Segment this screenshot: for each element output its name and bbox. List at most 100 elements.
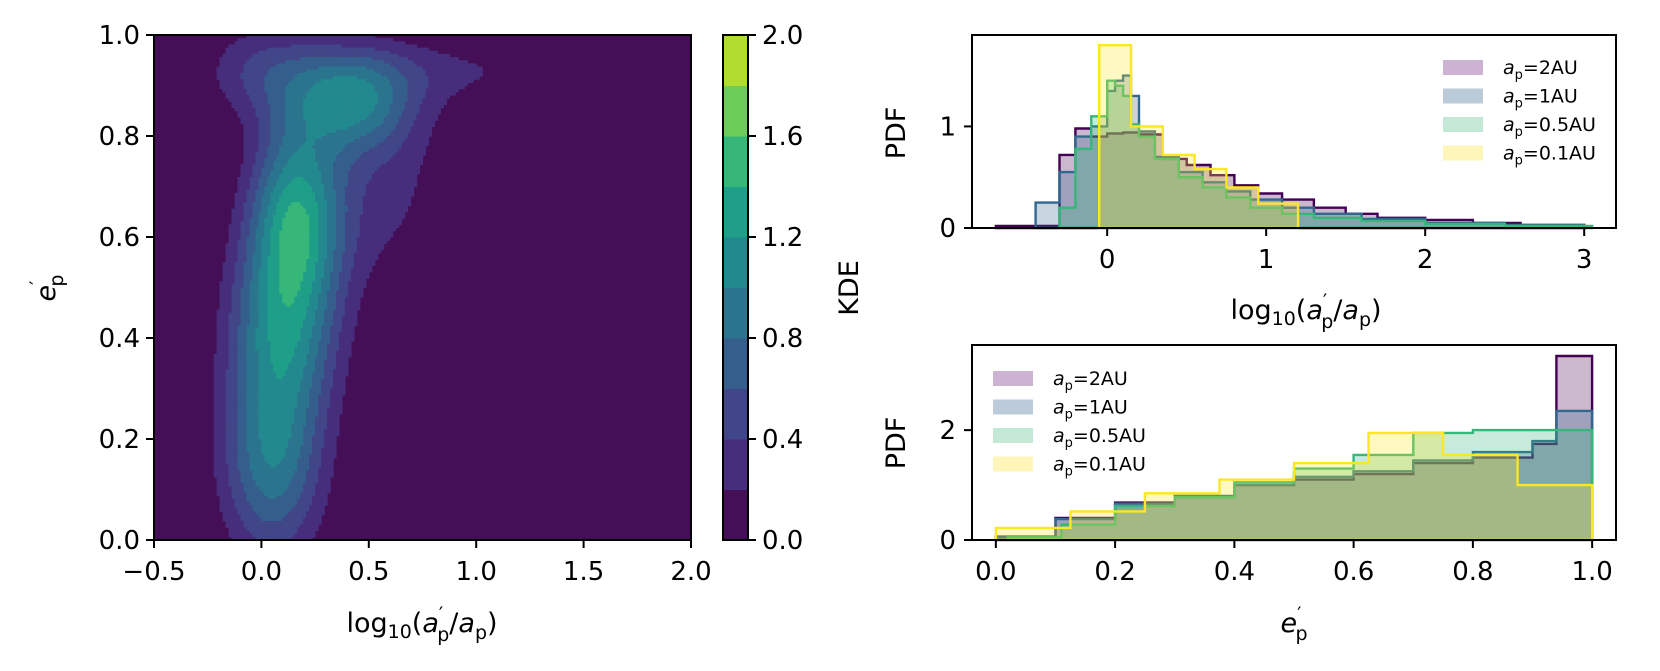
kde-cell — [294, 69, 298, 74]
kde-cell — [306, 202, 310, 207]
kde-cell — [407, 139, 412, 143]
kde-cell — [344, 57, 349, 61]
kde-cell — [335, 107, 340, 112]
kde-cell — [234, 211, 239, 216]
kde-cell — [315, 208, 319, 213]
kde-cell — [303, 221, 307, 225]
kde-cell — [368, 104, 373, 109]
kde-cell — [335, 148, 340, 153]
kde-cell — [285, 129, 289, 134]
kde-cell — [261, 123, 265, 128]
kde-cell — [338, 243, 343, 248]
kde-cell — [341, 265, 346, 270]
kde-cell — [434, 69, 439, 74]
kde-cell — [237, 101, 242, 106]
kde-cell — [237, 189, 242, 194]
kde-cell — [279, 173, 283, 178]
kde-cell — [261, 117, 265, 121]
kde-cell — [347, 218, 352, 222]
kde-cell — [330, 243, 334, 248]
kde-cell — [279, 107, 283, 112]
kde-cell — [249, 41, 254, 46]
kde-cell — [353, 274, 358, 279]
kde-cell — [383, 177, 388, 181]
kde-cell — [377, 233, 382, 238]
kde-cell — [374, 79, 379, 83]
kde-cell — [333, 107, 337, 112]
kde-cell — [416, 129, 421, 134]
kde-cell — [371, 249, 376, 254]
kde-cell — [276, 41, 280, 46]
kde-cell — [297, 66, 301, 71]
kde-cell — [422, 98, 427, 102]
kde-cell — [404, 101, 409, 106]
kde-cell — [327, 208, 331, 213]
kde-cell — [359, 113, 364, 118]
kde-cell — [362, 126, 367, 131]
kde-cell — [261, 63, 265, 68]
kde-cell — [338, 72, 343, 77]
kde-cell — [416, 85, 421, 90]
kde-cell — [464, 79, 468, 83]
kde-cell — [350, 271, 355, 276]
kde-cell — [279, 35, 283, 39]
kde-cell — [267, 202, 271, 207]
kde-cell — [288, 120, 292, 124]
kde-cell — [267, 123, 271, 128]
kde-cell — [318, 170, 322, 175]
kde-cell — [383, 136, 388, 140]
kde-cell — [341, 262, 346, 267]
kde-cell — [264, 161, 268, 166]
kde-cell — [306, 79, 310, 83]
kde-cell — [398, 195, 403, 200]
kde-cell — [392, 161, 397, 166]
kde-cell — [398, 186, 403, 191]
kde-cell — [303, 186, 307, 191]
kde-cell — [428, 79, 433, 83]
kde-cell — [353, 183, 358, 188]
kde-cell — [330, 265, 334, 270]
kde-cell — [249, 161, 254, 166]
kde-cell — [279, 233, 283, 238]
kde-cell — [407, 110, 412, 115]
kde-cell — [404, 85, 409, 90]
kde-cell — [243, 63, 248, 68]
kde-cell — [353, 50, 358, 55]
kde-cell — [321, 110, 325, 115]
kde-cell — [237, 224, 242, 229]
kde-cell — [341, 98, 346, 102]
kde-cell — [324, 227, 328, 232]
kde-cell — [255, 274, 260, 279]
kde-cell — [425, 98, 430, 102]
kde-cell — [318, 224, 322, 229]
kde-cell — [258, 214, 262, 219]
kde-cell — [386, 195, 391, 200]
kde-cell — [321, 218, 325, 222]
kde-cell — [362, 221, 367, 225]
kde-cell — [306, 66, 310, 71]
kde-cell — [279, 281, 283, 285]
kde-cell — [422, 88, 427, 93]
kde-cell — [359, 79, 364, 83]
kde-cell — [291, 63, 295, 68]
kde-cell — [368, 44, 373, 49]
kde-cell — [270, 208, 274, 213]
kde-cell — [377, 50, 382, 55]
kde-cell — [368, 126, 373, 131]
kde-cell — [282, 69, 286, 74]
kde-cell — [279, 202, 283, 207]
kde-cell — [315, 82, 319, 87]
kde-cell — [279, 158, 283, 162]
kde-cell — [294, 120, 298, 124]
kde-cell — [344, 205, 349, 210]
kde-cell — [338, 278, 343, 282]
kde-cell — [330, 255, 334, 260]
kde-cell — [425, 110, 430, 115]
kde-cell — [225, 60, 230, 65]
kde-cell — [344, 252, 349, 257]
kde-cell — [392, 224, 397, 229]
kde-cell — [285, 66, 289, 71]
kde-cell — [401, 192, 406, 197]
kde-cell — [404, 94, 409, 99]
kde-cell — [267, 186, 271, 191]
